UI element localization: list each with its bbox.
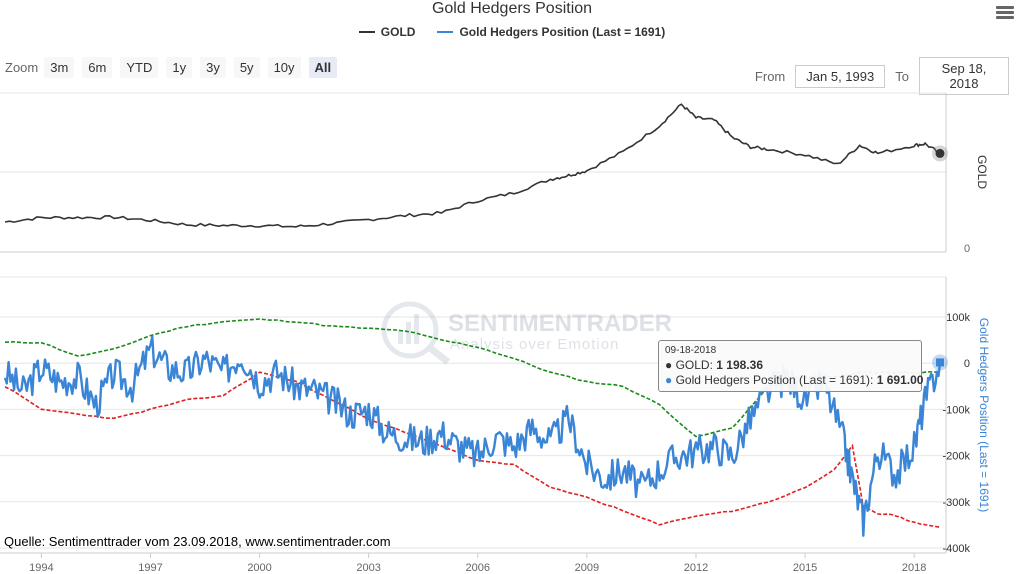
source-caption: Quelle: Sentimenttrader vom 23.09.2018, … [4,534,391,549]
lower-band-line [4,371,941,528]
tooltip-row-gold: ● GOLD: 1 198.36 [665,358,915,373]
hedgers-series-line [3,335,942,537]
tooltip-hedgers-label: Gold Hedgers Position (Last = 1691): [675,373,874,387]
tooltip-gold-value: 1 198.36 [716,358,763,372]
x-tick-label-3: 2003 [356,562,380,574]
watermark-tagline: Analysis over Emotion [450,336,619,353]
x-tick-label-1: 1997 [138,562,162,574]
gold-axis-title: GOLD [975,155,989,189]
watermark-bar-1 [398,330,403,344]
tooltip-row-hedgers: ● Gold Hedgers Position (Last = 1691): 1… [665,373,923,388]
to-date-input[interactable]: Sep 18, 2018 [919,57,1009,95]
x-tick-label-4: 2006 [466,562,490,574]
zoom-10y-button[interactable]: 10y [267,57,301,78]
axes-labels: 0 100k 0 -100k -200k -300k -400k 1994 1997 2000 20… [29,243,970,574]
hedgers-y-tick-2: -100k [942,404,970,416]
chart-title: Gold Hedgers Position [431,0,593,17]
hedgers-axis-title: Gold Hedgers Position (Last = 1691) [977,318,991,512]
x-tick-label-2: 2000 [247,562,271,574]
tooltip-gold-label: GOLD: [675,358,713,372]
x-tick-label-7: 2015 [793,562,817,574]
zoom-label: Zoom [5,60,39,75]
from-label: From [754,68,786,84]
to-label: To [895,68,909,84]
from-date-input[interactable]: Jan 5, 1993 [795,64,886,88]
gold-series-line [4,103,941,228]
zoom-ytd-button[interactable]: YTD [120,57,159,78]
hamburger-menu-icon[interactable] [996,6,1014,20]
hedgers-y-tick-1: 0 [964,358,970,370]
x-tick-label-6: 2012 [684,562,708,574]
zoom-all-button[interactable]: All [308,57,338,78]
tooltip-dot-gold-icon: ● [665,358,673,372]
zoom-1y-button[interactable]: 1y [166,57,193,78]
watermark-bar-2 [406,322,411,344]
zoom-3y-button[interactable]: 3y [200,57,226,78]
zoom-bar: Zoom 3m 6m YTD 1y 3y 5y 10y All [5,57,345,78]
tooltip-dot-hedgers-icon: ● [665,373,673,387]
gold-last-point [935,148,945,158]
tooltip-hedgers-value: 1 691.00 [876,373,924,387]
zoom-3m-button[interactable]: 3m [44,57,75,78]
hedgers-y-tick-4: -300k [942,497,970,509]
legend-item-hedgers[interactable]: Gold Hedgers Position (Last = 1691) [437,25,665,39]
zoom-5y-button[interactable]: 5y [233,57,260,78]
hedgers-y-tick-5: -400k [942,543,970,555]
legend-label-hedgers: Gold Hedgers Position (Last = 1691) [459,25,666,39]
legend-label-gold: GOLD [380,25,416,39]
tooltip-date: 09-18-2018 [665,345,717,356]
legend: GOLD Gold Hedgers Position (Last = 1691) [0,25,1024,39]
watermark-bar-3 [414,314,419,344]
legend-line-gold-icon [358,31,375,33]
date-range: From Jan 5, 1993 To Sep 18, 2018 [755,57,1019,95]
zoom-6m-button[interactable]: 6m [82,57,113,78]
x-tick-label-8: 2018 [902,562,926,574]
legend-line-hedgers-icon [437,31,454,33]
hedgers-y-tick-0: 100k [946,312,970,324]
x-tick-label-5: 2009 [575,562,599,574]
watermark-handle [427,345,451,365]
hedgers-last-point [936,358,944,367]
x-tick-label-0: 1994 [29,562,53,574]
watermark-logo: SENTIMENTRADER Analysis over Emotion [381,301,672,365]
watermark-name: SENTIMENTRADER [448,310,672,337]
gold-y-tick-0: 0 [964,243,970,255]
hedgers-y-tick-3: -200k [942,451,970,463]
tooltip: 09-18-2018 ● GOLD: 1 198.36 ● Gold Hedge… [658,340,923,392]
legend-item-gold[interactable]: GOLD [358,25,416,39]
